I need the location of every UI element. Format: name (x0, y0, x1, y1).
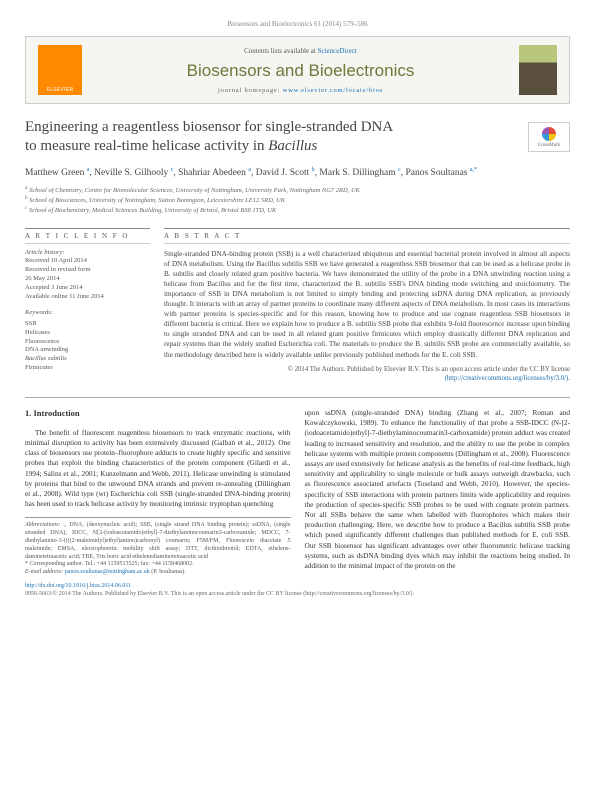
doi-link[interactable]: http://dx.doi.org/10.1016/j.bios.2014.06… (25, 583, 131, 589)
introduction-heading: 1. Introduction (25, 408, 291, 420)
page-footer: http://dx.doi.org/10.1016/j.bios.2014.06… (25, 583, 570, 599)
article-history: Article history: Received 10 April 2014 … (25, 249, 150, 302)
journal-cover-thumbnail (519, 45, 557, 95)
homepage-link[interactable]: www.elsevier.com/locate/bios (283, 87, 383, 94)
crossmark-badge[interactable]: CrossMark (528, 122, 570, 152)
footnotes: Abbreviations: :, DNA, (deoxynucleic aci… (25, 517, 291, 577)
corresponding-email[interactable]: panos.soultanas@nottingham.ac.uk (65, 569, 150, 575)
abstract-text: Single-stranded DNA-binding protein (SSB… (164, 249, 570, 360)
journal-homepage: journal homepage: www.elsevier.com/locat… (94, 87, 507, 94)
body-paragraph: upon ssDNA (single-stranded DNA) binding… (305, 408, 571, 571)
cc-license-link[interactable]: (http://creativecommons.org/licenses/by/… (445, 375, 569, 382)
body-column-right: upon ssDNA (single-stranded DNA) binding… (305, 408, 571, 577)
crossmark-icon (542, 127, 556, 141)
journal-header: ELSEVIER Contents lists available at Sci… (25, 36, 570, 104)
sciencedirect-link[interactable]: ScienceDirect (318, 47, 357, 55)
body-paragraph: The benefit of fluorescent reagentless b… (25, 428, 291, 510)
body-column-left: 1. Introduction The benefit of fluoresce… (25, 408, 291, 577)
article-title: Engineering a reagentless biosensor for … (25, 118, 570, 156)
affiliations: a School of Chemistry, Centre for Biomol… (25, 186, 570, 216)
elsevier-logo: ELSEVIER (38, 45, 82, 95)
keywords-block: Keywords: SSB Helicases Fluorescence DNA… (25, 309, 150, 372)
article-info-heading: A R T I C L E I N F O (25, 228, 150, 244)
journal-name: Biosensors and Bioelectronics (94, 61, 507, 81)
copyright-notice: © 2014 The Authors. Published by Elsevie… (164, 365, 570, 383)
authors-list: Matthew Green a, Neville S. Gilhooly c, … (25, 166, 570, 180)
citation-line: Biosensors and Bioelectronics 61 (2014) … (25, 20, 570, 28)
abstract-heading: A B S T R A C T (164, 228, 570, 244)
section-divider (25, 397, 570, 398)
contents-available: Contents lists available at ScienceDirec… (94, 47, 507, 55)
